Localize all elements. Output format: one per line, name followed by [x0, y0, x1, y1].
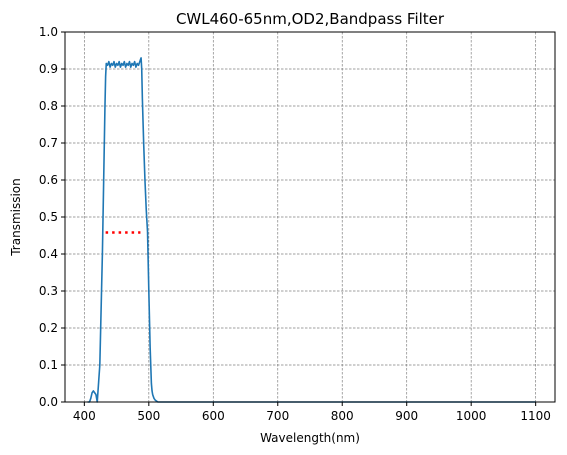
transmission-curve — [87, 57, 536, 403]
y-tick-label: 1.0 — [39, 25, 58, 39]
ticks: 400 500 600 700 800 900 1000 1100 0.0 0.1 0.2 0.3 0.… — [39, 25, 551, 423]
y-tick-label: 0.9 — [39, 62, 58, 76]
y-axis-label: Transmission — [9, 178, 23, 257]
y-tick-label: 0.6 — [39, 173, 58, 187]
y-tick-label: 0.4 — [39, 247, 58, 261]
y-tick-label: 0.8 — [39, 99, 58, 113]
x-tick-label: 1000 — [456, 409, 487, 423]
y-tick-label: 0.2 — [39, 321, 58, 335]
y-tick-label: 0.7 — [39, 136, 58, 150]
x-tick-label: 800 — [331, 409, 354, 423]
series — [87, 57, 536, 403]
x-tick-label: 1100 — [520, 409, 551, 423]
x-tick-label: 400 — [73, 409, 96, 423]
y-tick-label: 0.3 — [39, 284, 58, 298]
y-tick-label: 0.1 — [39, 358, 58, 372]
x-tick-label: 500 — [137, 409, 160, 423]
chart-title: CWL460-65nm,OD2,Bandpass Filter — [176, 10, 445, 28]
x-axis-label: Wavelength(nm) — [260, 431, 360, 445]
y-tick-label: 0.0 — [39, 395, 58, 409]
x-tick-label: 900 — [395, 409, 418, 423]
x-tick-label: 600 — [202, 409, 225, 423]
y-tick-label: 0.5 — [39, 210, 58, 224]
grid — [65, 31, 555, 403]
x-tick-label: 700 — [266, 409, 289, 423]
